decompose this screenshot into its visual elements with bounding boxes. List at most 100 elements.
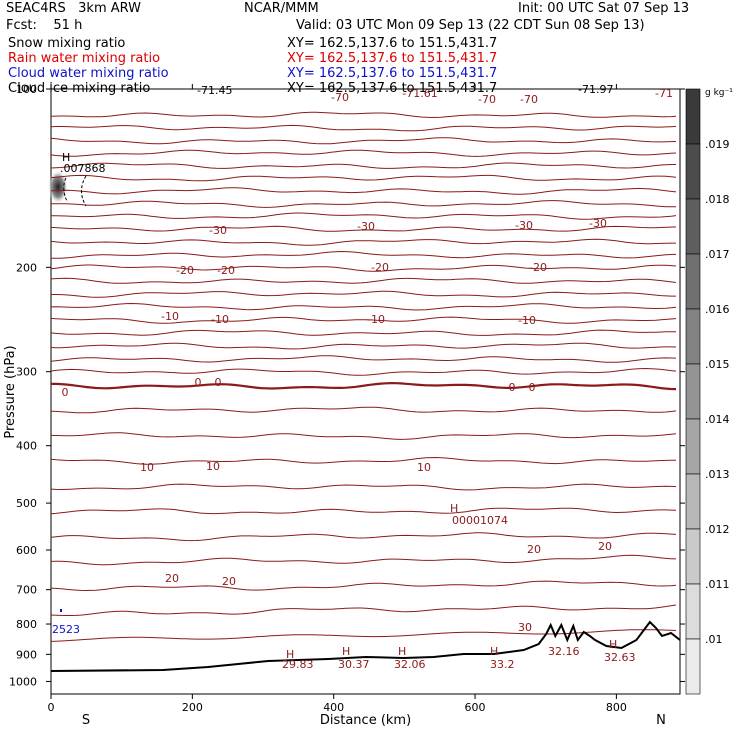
isotherm-label: -10 bbox=[161, 310, 179, 323]
colorbar-label: .011 bbox=[705, 578, 730, 591]
field-cloudwater-label: Cloud water mixing ratio bbox=[8, 66, 169, 81]
y-tick-label: 600 bbox=[16, 544, 37, 557]
extremum-label: 30.37 bbox=[338, 658, 370, 671]
colorbar-label: .017 bbox=[705, 248, 730, 261]
isotherm-label: -30 bbox=[589, 217, 607, 230]
isotherm-line bbox=[50, 580, 677, 592]
field-snow-label: Snow mixing ratio bbox=[8, 36, 126, 51]
isotherm-label: -20 bbox=[529, 261, 547, 274]
forecast-hour: Fcst: 51 h bbox=[6, 18, 83, 33]
extremum-label: H bbox=[450, 502, 458, 515]
isotherm-label: 30 bbox=[518, 621, 532, 634]
isotherm-line bbox=[50, 406, 677, 414]
y-tick-label: 300 bbox=[16, 366, 37, 379]
model-title: SEAC4RS 3km ARW bbox=[6, 1, 142, 16]
extremum-label: H bbox=[286, 648, 294, 661]
isotherm-line bbox=[51, 212, 677, 220]
y-tick-label: 200 bbox=[16, 261, 37, 274]
extremum-label: H bbox=[609, 638, 617, 651]
x-tick-label: 600 bbox=[465, 701, 486, 714]
isotherm-label: 0 bbox=[195, 376, 202, 389]
isotherm-label: 20 bbox=[598, 540, 612, 553]
extremum-label: 29.83 bbox=[282, 658, 314, 671]
isotherm-line bbox=[50, 162, 676, 169]
colorbar-label: .012 bbox=[705, 523, 730, 536]
valid-time: Valid: 03 UTC Mon 09 Sep 13 (22 CDT Sun … bbox=[296, 18, 645, 33]
isotherm-line bbox=[50, 149, 677, 157]
y-tick-label: 900 bbox=[16, 648, 37, 661]
colorbar-swatch bbox=[685, 88, 701, 145]
extremum-label: H bbox=[62, 151, 70, 164]
isotherm-line bbox=[50, 456, 676, 465]
isotherm-label: 10 bbox=[206, 460, 220, 473]
isotherm-line bbox=[50, 554, 677, 566]
isotherm-line bbox=[50, 225, 677, 232]
cloud-water-mark bbox=[60, 609, 62, 612]
isotherm-line bbox=[50, 367, 677, 376]
colorbar-swatch bbox=[685, 638, 701, 695]
isotherm-line bbox=[50, 629, 677, 642]
colorbar-label: .014 bbox=[705, 413, 730, 426]
isotherm-label: 20 bbox=[165, 572, 179, 585]
x-endpoint-north: N bbox=[656, 713, 666, 728]
colorbar-swatch bbox=[685, 473, 701, 530]
x-tick-label: 0 bbox=[48, 701, 55, 714]
isotherm-line bbox=[51, 250, 677, 259]
colorbar-label: .01 bbox=[705, 633, 723, 646]
extremum-label: H bbox=[398, 645, 406, 658]
init-time: Init: 00 UTC Sat 07 Sep 13 bbox=[518, 1, 690, 16]
extremum-label: 00001074 bbox=[452, 514, 508, 527]
y-tick-label: 400 bbox=[16, 440, 37, 453]
y-tick-label: 1000 bbox=[9, 675, 37, 688]
y-tick-label: 800 bbox=[16, 618, 37, 631]
colorbar-swatch bbox=[685, 418, 701, 475]
center-title: NCAR/MMM bbox=[244, 1, 319, 16]
isotherm-line bbox=[50, 329, 676, 336]
isotherm-label: -30 bbox=[209, 224, 227, 237]
isotherm-label: -30 bbox=[515, 219, 533, 232]
isotherm-line bbox=[50, 302, 677, 311]
isotherm-line bbox=[50, 174, 677, 182]
isotherm-lines bbox=[50, 111, 681, 672]
isotherm-label: 20 bbox=[527, 543, 541, 556]
isotherm-line bbox=[50, 604, 677, 616]
y-tick-label: 100 bbox=[16, 83, 37, 96]
extremum-label: .007868 bbox=[60, 162, 106, 175]
colorbar-label: .013 bbox=[705, 468, 730, 481]
isotherm-labels: -70 -70 -70 -71.61 -30 -30 -30 -30 -20 -20 -20 -20 -… bbox=[62, 87, 613, 634]
x-tick-label: 400 bbox=[323, 701, 344, 714]
colorbar-label: .015 bbox=[705, 358, 730, 371]
isotherm-line bbox=[50, 111, 677, 119]
extremum-label: 32.06 bbox=[394, 658, 426, 671]
x-axis-label: Distance (km) bbox=[320, 713, 411, 728]
plot-frame bbox=[50, 88, 681, 695]
isotherm-label: 0 bbox=[529, 381, 536, 394]
isotherm-line bbox=[50, 432, 677, 440]
extremum-label: -71.97 bbox=[578, 83, 613, 96]
colorbar-swatch bbox=[685, 528, 701, 585]
isotherm-line bbox=[50, 483, 677, 491]
extremum-label: H bbox=[490, 645, 498, 658]
isotherm-label: 10 bbox=[417, 461, 431, 474]
isotherm-line bbox=[50, 532, 677, 542]
colorbar-label: .019 bbox=[705, 138, 730, 151]
isotherm-line bbox=[50, 238, 676, 246]
isotherm-line bbox=[50, 342, 677, 350]
isotherm-line bbox=[50, 316, 677, 324]
colorbar-unit: g kg⁻¹ bbox=[705, 88, 733, 98]
field-rain-xy: XY= 162.5,137.6 to 151.5,431.7 bbox=[287, 51, 498, 66]
isotherm-label: 0 bbox=[509, 381, 516, 394]
extremum-label: 32.63 bbox=[604, 651, 636, 664]
isotherm-label: 10 bbox=[140, 461, 154, 474]
x-tick-label: 800 bbox=[606, 701, 627, 714]
isotherm-label: -70 bbox=[331, 91, 349, 104]
isotherm-label: 0 bbox=[215, 376, 222, 389]
isotherm-line bbox=[50, 124, 677, 132]
extremum-label: H bbox=[342, 645, 350, 658]
colorbar-swatch bbox=[685, 583, 701, 640]
isotherm-label: -30 bbox=[357, 220, 375, 233]
isotherm-line bbox=[50, 507, 677, 515]
x-tick-label: 200 bbox=[182, 701, 203, 714]
